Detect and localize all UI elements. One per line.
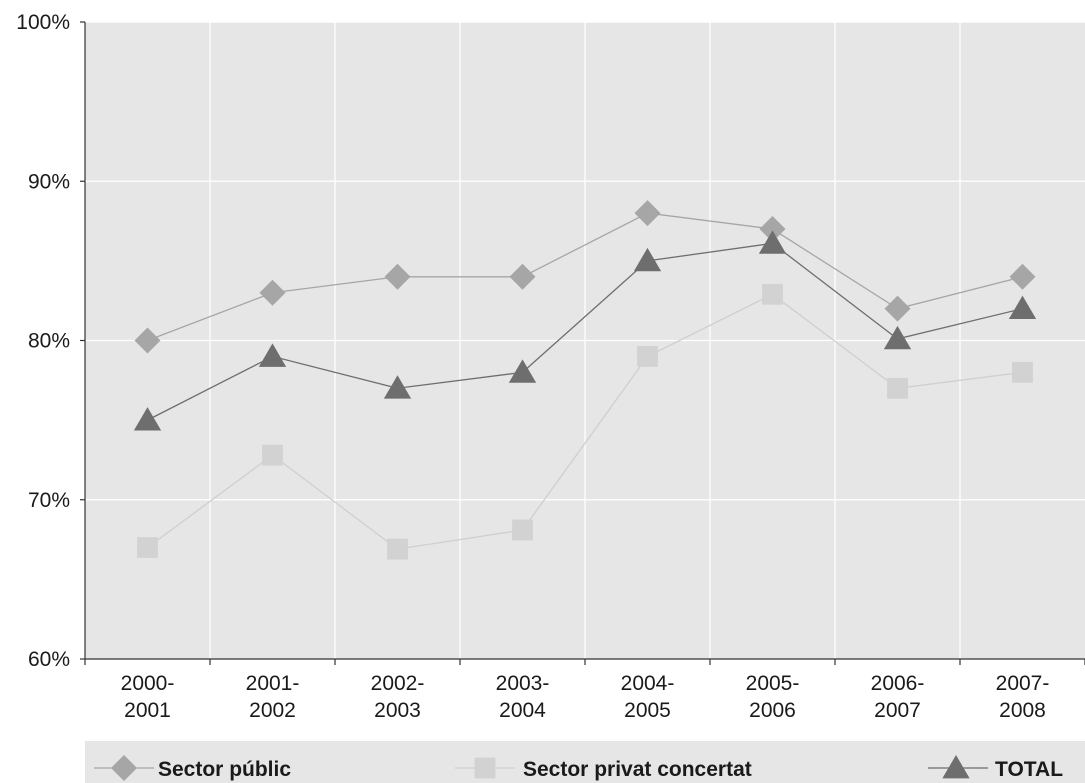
series-square [137, 283, 1033, 560]
data-point [887, 377, 908, 399]
legend-marker [474, 757, 496, 779]
series-line [147, 293, 1023, 550]
y-axis-ticks: 60% 70% 80% 90% 100% [16, 11, 85, 671]
y-tick-label: 90% [28, 170, 70, 193]
legend-marker [942, 755, 970, 779]
x-axis-ticks: 2000-2001 2001-2002 2002-2003 2003-2004 2004… [84, 659, 1085, 722]
data-point [259, 279, 286, 306]
data-point [1008, 295, 1037, 320]
y-tick-label: 70% [28, 489, 70, 512]
data-point [759, 216, 786, 243]
data-point [633, 247, 662, 272]
data-point [758, 230, 787, 254]
data-point [634, 200, 661, 227]
legend-entry: Sector privat concertat [455, 757, 752, 781]
data-point [1012, 361, 1033, 383]
x-tick-label: 2003-2004 [496, 672, 550, 722]
x-tick-label: 2002-2003 [371, 672, 425, 722]
y-tick-label: 60% [28, 648, 70, 671]
series-triangle [133, 230, 1037, 431]
series-layer [133, 200, 1037, 560]
y-tick-label: 80% [28, 330, 70, 353]
data-point [883, 325, 912, 350]
data-point [508, 359, 537, 383]
series-line [147, 212, 1023, 342]
series-diamond [134, 200, 1036, 354]
data-point [387, 538, 408, 560]
x-tick-label: 2004-2005 [621, 672, 675, 722]
legend-label: TOTAL [995, 758, 1063, 781]
legend-marker [111, 755, 137, 781]
legend-label: Sector públic [158, 758, 291, 781]
data-point [383, 375, 412, 399]
data-point [762, 283, 783, 305]
data-point [134, 327, 161, 354]
data-point [133, 407, 162, 431]
y-tick-label: 100% [16, 11, 70, 34]
x-tick-label: 2005-2006 [746, 672, 800, 722]
data-point [884, 295, 911, 322]
data-point [258, 343, 287, 367]
data-point [137, 537, 158, 558]
x-tick-label: 2000-2001 [121, 672, 175, 722]
legend-entry: Sector públic [94, 755, 291, 781]
series-line [147, 242, 1023, 421]
data-point [262, 444, 283, 466]
legend-label: Sector privat concertat [523, 758, 752, 781]
legend-entry: TOTAL [928, 755, 1063, 781]
data-point [384, 263, 411, 290]
x-tick-label: 2006-2007 [871, 672, 925, 722]
data-point [637, 346, 658, 367]
data-point [509, 263, 536, 290]
legend: Sector públic Sector privat concertat TOTA… [85, 741, 1085, 783]
data-point [1009, 263, 1036, 290]
x-tick-label: 2001-2002 [246, 672, 300, 722]
x-tick-label: 2007-2008 [996, 672, 1050, 722]
legend-background [85, 741, 1085, 783]
data-point [512, 519, 533, 541]
